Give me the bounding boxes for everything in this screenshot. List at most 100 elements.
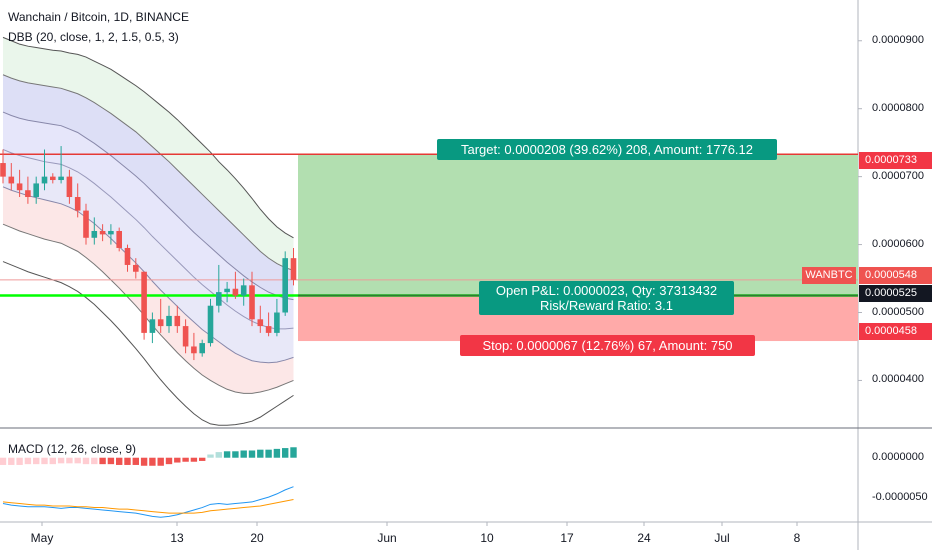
time-tick-label: 17 xyxy=(560,531,574,545)
candle-body xyxy=(33,183,39,198)
macd-legend[interactable]: MACD (12, 26, close, 9) xyxy=(8,442,137,456)
pnl-label-box[interactable]: Open P&L: 0.0000023, Qty: 37313432 Risk/… xyxy=(479,281,734,315)
macd-line xyxy=(2,486,294,518)
time-tick-label: 8 xyxy=(793,531,801,545)
entry-price-tag: 0.0000525 xyxy=(859,285,932,302)
band-upper-3 xyxy=(2,36,294,239)
macd-histogram-bar xyxy=(107,457,115,465)
price-tick-label: 0.0000700 xyxy=(872,169,924,182)
price-tick-label: 0.0000900 xyxy=(872,33,924,46)
macd-histogram-bar xyxy=(49,457,56,465)
signal-line xyxy=(2,499,294,514)
macd-tick-label: 0.0000000 xyxy=(872,450,924,463)
band-lower-2 xyxy=(2,223,294,394)
macd-histogram-bar xyxy=(273,448,281,458)
price-tick-label: 0.0000500 xyxy=(872,305,924,318)
chart-title[interactable]: Wanchain / Bitcoin, 1D, BINANCE xyxy=(8,10,189,24)
open-pnl-text: Open P&L: 0.0000023, Qty: 37313432 xyxy=(495,283,718,298)
candle-body xyxy=(207,305,214,344)
macd-histogram-bar xyxy=(215,452,222,458)
candle-body xyxy=(116,230,122,248)
macd-histogram-bar xyxy=(232,451,239,458)
candle-body xyxy=(141,271,147,333)
macd-histogram-bar xyxy=(74,457,81,464)
band-lower-1 xyxy=(2,186,294,364)
stop-price-tag: 0.0000458 xyxy=(859,323,932,340)
target-label-box[interactable]: Target: 0.0000208 (39.62%) 208, Amount: … xyxy=(437,139,777,160)
macd-histogram-bar xyxy=(190,457,198,462)
candle-body xyxy=(166,315,172,327)
macd-histogram-bar xyxy=(223,451,231,458)
band-fill-upper-inner xyxy=(3,112,294,329)
macd-histogram-bar xyxy=(282,448,289,458)
macd-histogram-bar xyxy=(66,457,73,464)
candle-body xyxy=(174,315,181,327)
candle-body xyxy=(240,285,247,296)
candle-body xyxy=(249,285,255,320)
macd-histogram-bar xyxy=(91,457,98,465)
candle-body xyxy=(91,230,98,238)
candle-body xyxy=(149,319,156,333)
candle-body xyxy=(25,190,31,198)
last-price-tag: 0.0000548 xyxy=(859,267,932,284)
candle-body xyxy=(290,258,297,280)
macd-histogram-bar xyxy=(240,450,247,458)
target-price-tag: 0.0000733 xyxy=(859,152,932,169)
macd-histogram-bar xyxy=(149,457,156,466)
macd-histogram-bar xyxy=(33,457,40,465)
macd-histogram-bar xyxy=(0,457,7,465)
macd-histogram-bar xyxy=(132,457,139,465)
candle-body xyxy=(265,326,272,333)
time-tick-label: Jun xyxy=(377,531,397,545)
band-upper-1 xyxy=(2,111,294,301)
macd-histogram-bar xyxy=(99,457,106,465)
macd-histogram-bar xyxy=(116,457,123,465)
time-tick-label: Jul xyxy=(714,531,730,545)
band-fill-lower-mid xyxy=(3,186,294,394)
symbol-tag: WANBTC xyxy=(802,267,856,284)
candle-body xyxy=(191,346,197,354)
candle-body xyxy=(41,176,48,184)
candle-body xyxy=(124,247,131,265)
candle-body xyxy=(257,319,264,327)
candle-body xyxy=(232,288,239,296)
candle-body xyxy=(199,343,205,354)
candle-body xyxy=(58,176,64,181)
band-upper-2 xyxy=(2,74,294,271)
candle-body xyxy=(216,292,222,306)
time-tick-label: 13 xyxy=(170,531,184,545)
candle-body xyxy=(99,230,106,235)
stop-label-box[interactable]: Stop: 0.0000067 (12.76%) 67, Amount: 750 xyxy=(460,335,755,356)
price-tick-label: 0.0000800 xyxy=(872,101,924,114)
candle-body xyxy=(16,183,23,191)
macd-histogram-bar xyxy=(199,457,206,461)
macd-histogram-bar xyxy=(207,454,214,458)
macd-histogram-bar xyxy=(182,457,189,462)
candle-body xyxy=(50,176,56,181)
macd-histogram-bar xyxy=(290,447,297,458)
macd-histogram-bar xyxy=(140,457,148,466)
macd-histogram-bar xyxy=(24,457,32,465)
macd-histogram-bar xyxy=(257,449,264,458)
macd-histogram-bar xyxy=(165,457,173,465)
macd-histogram-bar xyxy=(16,457,23,465)
price-tick-label: 0.0000600 xyxy=(872,237,924,250)
candle-body xyxy=(74,197,81,211)
time-tick-label: 10 xyxy=(480,531,494,545)
candle-body xyxy=(0,163,6,177)
time-tick-label: 24 xyxy=(637,531,651,545)
macd-histogram-bar xyxy=(157,457,164,466)
macd-histogram-bar xyxy=(41,457,48,465)
candle-body xyxy=(133,264,139,272)
macd-histogram-bar xyxy=(265,449,272,458)
target-zone xyxy=(298,154,858,296)
macd-histogram-bar xyxy=(174,457,181,463)
indicator-legend[interactable]: DBB (20, close, 1, 2, 1.5, 0.5, 3) xyxy=(8,30,179,44)
macd-histogram-bar xyxy=(248,450,256,458)
candle-body xyxy=(224,288,230,293)
band-middle xyxy=(2,148,294,330)
macd-histogram-bar xyxy=(8,457,15,465)
macd-histogram-bar xyxy=(82,457,90,465)
candle-body xyxy=(8,176,15,184)
